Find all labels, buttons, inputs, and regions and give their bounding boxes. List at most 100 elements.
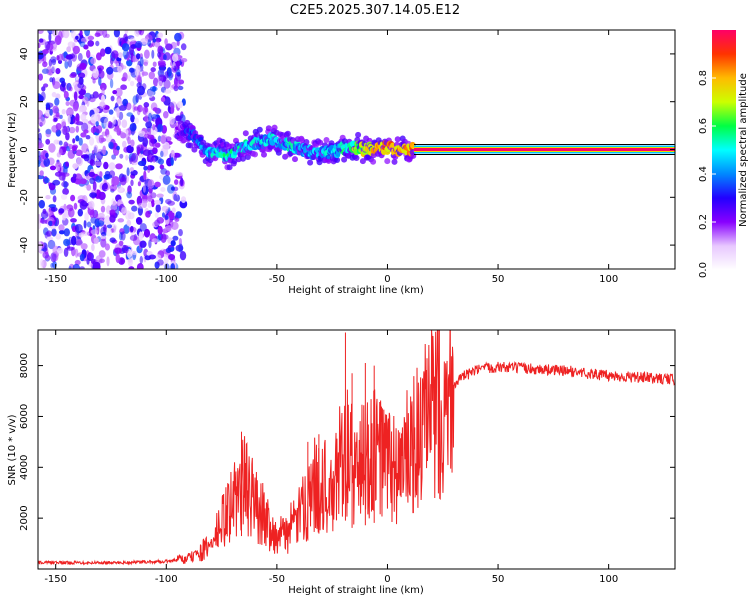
noise-speckle (172, 235, 179, 241)
noise-speckle (68, 126, 76, 134)
noise-speckle (71, 235, 77, 246)
noise-speckle (103, 182, 108, 190)
signal-halo (370, 158, 377, 165)
noise-speckle (38, 30, 44, 34)
noise-speckle (121, 207, 127, 214)
noise-speckle (48, 32, 52, 42)
noise-speckle (147, 89, 154, 99)
noise-speckle (44, 41, 51, 51)
noise-speckle (131, 152, 139, 163)
noise-speckle (101, 94, 105, 103)
noise-speckle (63, 247, 69, 257)
y-tick-label: 0 (19, 146, 30, 152)
noise-speckle (169, 116, 175, 125)
noise-speckle (154, 156, 162, 163)
noise-speckle (160, 96, 166, 102)
noise-speckle (111, 50, 119, 59)
noise-speckle (164, 254, 169, 264)
noise-speckle (157, 135, 162, 142)
noise-speckle (110, 57, 114, 65)
noise-speckle (170, 157, 174, 166)
signal-halo (317, 139, 324, 146)
noise-speckle (78, 72, 86, 79)
noise-speckle (160, 150, 164, 158)
noise-speckle (65, 54, 74, 60)
y-tick-label: 4000 (19, 455, 30, 480)
noise-speckle (129, 235, 138, 241)
noise-speckle (79, 178, 87, 185)
noise-speckle (73, 91, 78, 101)
noise-speckle (93, 261, 101, 269)
noise-speckle (62, 30, 70, 39)
noise-speckle (180, 177, 184, 187)
noise-speckle (79, 253, 85, 262)
noise-speckle (79, 200, 88, 210)
noise-speckle (68, 86, 73, 92)
noise-speckle (65, 161, 69, 167)
noise-speckle (154, 254, 162, 260)
noise-speckle (126, 191, 133, 199)
colorbar-label: Normalized spectral amplitude (738, 73, 749, 227)
noise-speckle (105, 228, 113, 237)
noise-speckle (91, 243, 95, 252)
noise-speckle (123, 224, 130, 234)
noise-speckle (133, 106, 139, 111)
noise-speckle (143, 149, 151, 157)
noise-speckle (74, 223, 83, 234)
signal-halo (394, 136, 401, 143)
snr-spikes (240, 332, 375, 541)
noise-speckle (55, 233, 61, 240)
noise-speckle (68, 207, 75, 218)
signal-halo (265, 125, 272, 132)
snr-y-label: SNR (10 * v/v) (7, 414, 18, 485)
noise-speckle (87, 35, 95, 41)
noise-speckle (69, 108, 73, 118)
noise-speckle (145, 210, 151, 218)
signal-halo (254, 131, 261, 138)
x-tick-label: -150 (44, 574, 67, 585)
noise-speckle (97, 212, 105, 219)
noise-speckle (137, 76, 142, 83)
noise-speckle (121, 119, 128, 128)
noise-speckle (154, 40, 160, 48)
noise-speckle (95, 213, 99, 219)
signal-halo (284, 130, 291, 137)
noise-speckle (75, 35, 79, 40)
noise-speckle (94, 32, 101, 38)
noise-speckle (90, 114, 99, 124)
noise-speckle (63, 203, 67, 211)
noise-speckle (178, 85, 184, 91)
signal-halo (175, 115, 182, 122)
noise-speckle (157, 123, 164, 133)
noise-speckle (128, 199, 135, 205)
noise-speckle (52, 81, 61, 89)
noise-speckle (120, 84, 127, 90)
noise-speckle (137, 104, 143, 113)
noise-speckle (115, 87, 123, 97)
noise-speckle (126, 167, 130, 177)
spectrogram-y-label: Frequency (Hz) (7, 112, 18, 188)
noise-speckle (106, 66, 114, 75)
noise-speckle (52, 245, 59, 255)
noise-speckle (136, 263, 144, 269)
noise-speckle (90, 57, 96, 65)
noise-speckle (99, 258, 105, 264)
noise-speckle (80, 243, 88, 250)
noise-speckle (79, 30, 83, 36)
noise-speckle (177, 101, 183, 109)
noise-speckle (63, 91, 69, 99)
noise-speckle (115, 163, 123, 170)
noise-speckle (83, 129, 89, 134)
noise-speckle (75, 125, 80, 133)
y-tick-label: 8000 (19, 353, 30, 378)
noise-speckle (106, 224, 113, 229)
figure-title: C2E5.2025.307.14.05.E12 (290, 3, 460, 18)
noise-speckle (162, 141, 170, 151)
noise-speckle (129, 45, 134, 56)
noise-speckle (71, 145, 78, 152)
noise-speckle (73, 202, 78, 210)
noise-speckle (79, 62, 87, 70)
noise-speckle (122, 140, 127, 148)
noise-speckle (143, 228, 151, 238)
noise-speckle (163, 54, 167, 61)
